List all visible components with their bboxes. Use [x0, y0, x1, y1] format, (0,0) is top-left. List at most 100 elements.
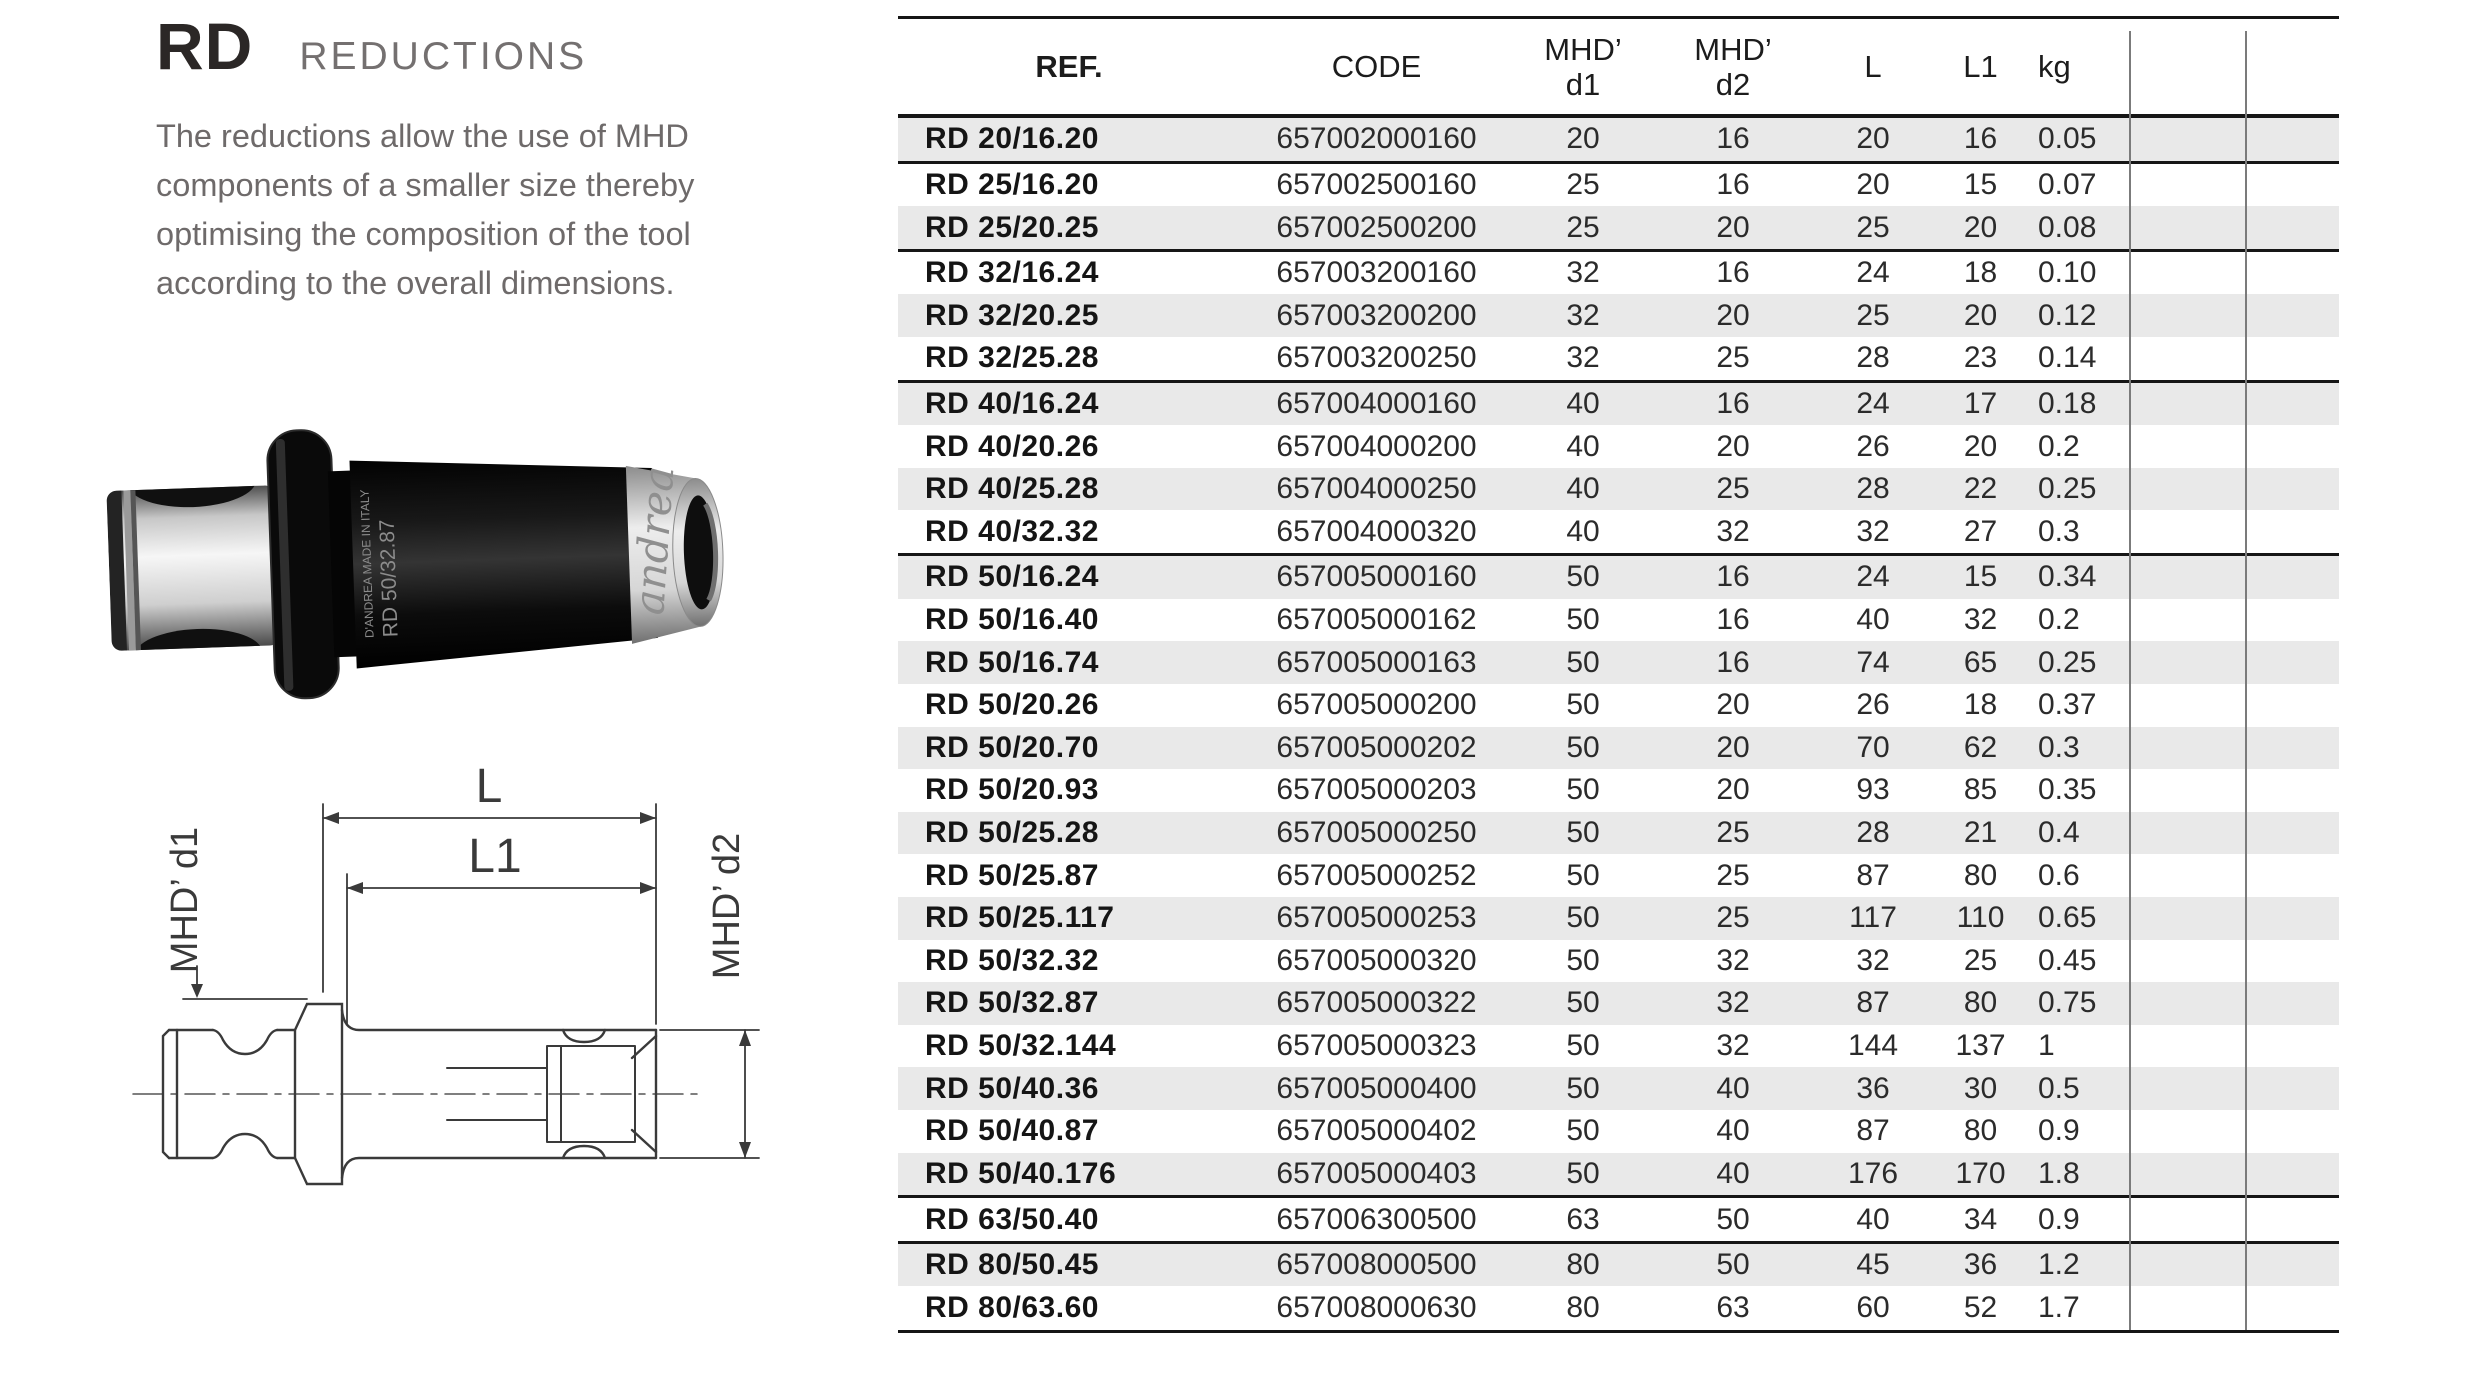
dim-label-l1: L1: [468, 830, 521, 883]
d1-cell: 63: [1566, 1202, 1600, 1236]
l1-cell: 22: [1963, 472, 1998, 506]
d1-cell: 50: [1566, 560, 1600, 594]
l1-cell: 25: [1963, 943, 1998, 977]
ref-cell: RD 50/32.32: [925, 943, 1099, 977]
code-cell: 657005000402: [1276, 1114, 1477, 1148]
technical-drawing: L L1 MHD’ d1 MHD’ d2: [132, 760, 760, 1186]
d1-cell: 50: [1566, 858, 1600, 892]
kg-cell: 0.25: [2038, 472, 2097, 506]
header-ref: REF.: [1035, 49, 1103, 84]
photo-shank-notch: [128, 485, 257, 508]
kg-cell: 0.14: [2038, 341, 2097, 375]
photo-body: [349, 460, 658, 669]
kg-cell: 0.75: [2038, 986, 2097, 1020]
kg-cell: 0.2: [2038, 429, 2080, 463]
l-cell: 32: [1856, 514, 1890, 548]
photo-engraving: D'ANDREA MADE IN ITALY RD 50/32.87: [358, 489, 403, 638]
l1-cell: 18: [1963, 256, 1998, 290]
code-cell: 657005000250: [1276, 816, 1477, 850]
d1-cell: 50: [1566, 1029, 1600, 1063]
d2-cell: 16: [1716, 560, 1750, 594]
ref-cell: RD 50/16.24: [925, 560, 1099, 594]
l-cell: 24: [1856, 386, 1890, 420]
header-l1: L1: [1963, 49, 1998, 84]
d1-cell: 50: [1566, 688, 1600, 722]
table-row: RD 40/16.24 657004000160 40 16 24 17 0.1…: [898, 382, 2339, 426]
code-cell: 657005000162: [1276, 603, 1477, 636]
l1-cell: 137: [1955, 1029, 2006, 1063]
header-mhd-d2: MHD’ d2: [1694, 31, 1772, 102]
kg-cell: 0.9: [2038, 1202, 2080, 1236]
code-cell: 657003200250: [1276, 341, 1477, 375]
d1-cell: 32: [1566, 256, 1600, 290]
l-cell: 87: [1856, 986, 1890, 1020]
code-cell: 657005000203: [1276, 773, 1477, 807]
d1-cell: 32: [1566, 341, 1600, 375]
ref-cell: RD 63/50.40: [925, 1202, 1099, 1236]
ref-cell: RD 50/25.28: [925, 816, 1099, 850]
d1-cell: 25: [1566, 167, 1600, 201]
d2-cell: 16: [1716, 167, 1750, 201]
d1-cell: 40: [1566, 386, 1600, 420]
table-row: RD 50/32.32 657005000320 50 32 32 25 0.4…: [898, 940, 2339, 983]
d2-cell: 20: [1716, 730, 1750, 764]
d2-cell: 32: [1716, 943, 1750, 977]
table-row: RD 50/25.28 657005000250 50 25 28 21 0.4: [898, 811, 2339, 855]
d2-cell: 25: [1716, 858, 1750, 892]
l-cell: 74: [1856, 645, 1890, 679]
l-cell: 87: [1856, 858, 1890, 892]
l1-cell: 27: [1963, 514, 1998, 548]
ref-cell: RD 25/16.20: [925, 167, 1099, 201]
code-cell: 657008000500: [1276, 1248, 1477, 1282]
l-cell: 24: [1856, 560, 1890, 594]
kg-cell: 0.4: [2038, 816, 2080, 850]
d1-cell: 50: [1566, 773, 1600, 807]
l-cell: 40: [1856, 603, 1890, 636]
d1-cell: 80: [1566, 1290, 1600, 1324]
l1-cell: 23: [1963, 341, 1998, 375]
code-cell: 657005000160: [1276, 560, 1477, 594]
table-row: RD 50/20.70 657005000202 50 20 70 62 0.3: [898, 726, 2339, 770]
l1-cell: 20: [1963, 298, 1998, 332]
header-mhd-d1: MHD’ d1: [1544, 31, 1622, 102]
l1-cell: 20: [1963, 210, 1998, 244]
svg-text:RD 50/32.87: RD 50/32.87: [376, 519, 403, 638]
l-cell: 20: [1856, 167, 1890, 201]
kg-cell: 0.3: [2038, 514, 2080, 548]
d1-cell: 40: [1566, 429, 1600, 463]
kg-cell: 1.8: [2038, 1156, 2080, 1190]
code-cell: 657003200200: [1276, 298, 1477, 332]
table-row: RD 40/20.26 657004000200 40 20 26 20 0.2: [898, 425, 2339, 468]
d2-cell: 40: [1716, 1156, 1750, 1190]
description-text: The reductions allow the use of MHD comp…: [156, 112, 816, 308]
l-cell: 26: [1856, 688, 1890, 722]
l1-cell: 65: [1963, 645, 1998, 679]
ref-cell: RD 50/16.40: [925, 603, 1099, 636]
table-row: RD 50/20.93 657005000203 50 20 93 85 0.3…: [898, 769, 2339, 812]
l1-cell: 170: [1955, 1156, 2006, 1190]
table-row: RD 40/25.28 657004000250 40 25 28 22 0.2…: [898, 467, 2339, 511]
l-cell: 24: [1856, 256, 1890, 290]
l1-cell: 18: [1963, 688, 1998, 722]
table-row: RD 50/16.74 657005000163 50 16 74 65 0.2…: [898, 641, 2339, 684]
kg-cell: 0.9: [2038, 1114, 2080, 1148]
code-cell: 657002500200: [1276, 210, 1477, 244]
code-cell: 657005000323: [1276, 1029, 1477, 1063]
description-line: components of a smaller size thereby: [156, 167, 695, 203]
ref-cell: RD 20/16.20: [925, 122, 1099, 156]
l-cell: 32: [1856, 943, 1890, 977]
code-cell: 657005000202: [1276, 730, 1477, 764]
d2-cell: 16: [1716, 603, 1750, 636]
ref-cell: RD 50/25.87: [925, 858, 1099, 892]
d2-cell: 50: [1716, 1248, 1750, 1282]
d1-cell: 50: [1566, 645, 1600, 679]
l-cell: 28: [1856, 472, 1890, 506]
l-cell: 28: [1856, 341, 1890, 375]
kg-cell: 1: [2038, 1029, 2055, 1063]
ref-cell: RD 50/20.93: [925, 773, 1099, 807]
l-cell: 45: [1856, 1248, 1890, 1282]
kg-cell: 0.08: [2038, 210, 2097, 244]
table-row: RD 80/63.60 657008000630 80 63 60 52 1.7: [898, 1286, 2339, 1329]
ref-cell: RD 50/40.176: [925, 1156, 1117, 1190]
